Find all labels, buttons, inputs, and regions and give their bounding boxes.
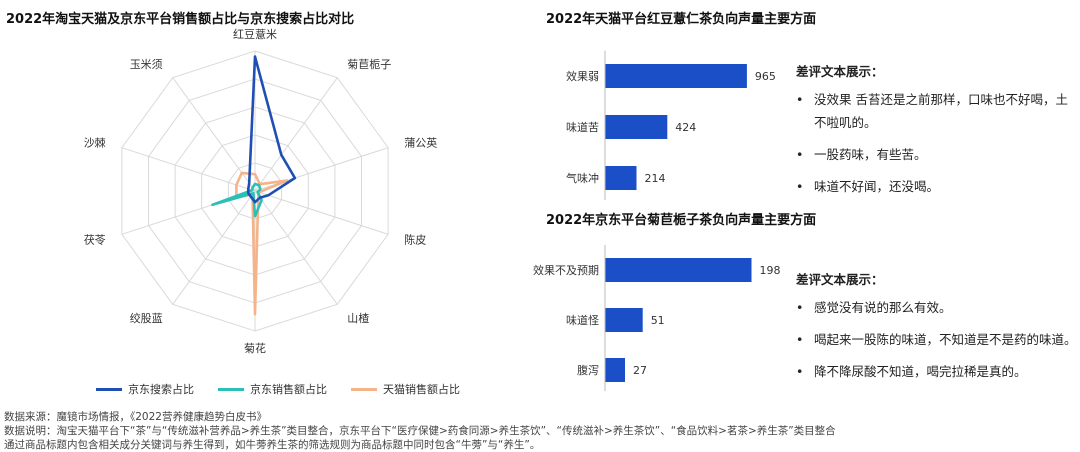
review-text: 没效果 舌苔还是之前那样，口味也不好喝，土不啦叽的。: [814, 91, 1068, 130]
legend-label-jd-search: 京东搜索占比: [128, 383, 194, 396]
radar-chart-title: 2022年淘宝天猫及京东平台销售额占比与京东搜索占比对比: [6, 12, 355, 27]
reviews2-heading: 差评文本展示：: [796, 272, 884, 287]
bar2-chart-title: 2022年京东平台菊苣栀子茶负向声量主要方面: [546, 213, 817, 228]
reviews1-heading: 差评文本展示：: [796, 64, 884, 79]
radar-axis-label: 玉米须: [130, 58, 163, 71]
review-item: 没效果 舌苔还是之前那样，口味也不好喝，土不啦叽的。: [796, 88, 1078, 134]
radar-axis-label: 绞股蓝: [130, 311, 163, 325]
radar-spoke: [172, 190, 256, 305]
radar-axis-label: 红豆薏米: [233, 28, 277, 41]
bar: [605, 115, 668, 139]
bar-category-label: 效果弱: [566, 69, 599, 83]
footer-note-2: 通过商品标题内包含相关成分关键词与养生得到，如牛蒡养生茶的筛选规则为商品标题中同…: [4, 439, 541, 451]
bar-category-label: 效果不及预期: [533, 263, 599, 277]
review-text: 感觉没有说的那么有效。: [814, 299, 952, 315]
radar-axis-label: 蒲公英: [404, 136, 437, 150]
review-item: 感觉没有说的那么有效。: [796, 296, 1078, 319]
radar-spoke: [254, 190, 338, 305]
bar-value-label: 27: [633, 364, 647, 377]
legend-swatch-jd-sales: [218, 387, 244, 391]
radar-legend: 京东搜索占比 京东销售额占比 天猫销售额占比: [96, 381, 460, 397]
radar-axis-label: 菊苣栀子: [347, 57, 391, 71]
review-text: 喝起来一股陈的味道，不知道是不是药的味道。: [814, 331, 1077, 347]
bar: [605, 64, 747, 88]
reviews-panel-2: 差评文本展示： 感觉没有说的那么有效。 喝起来一股陈的味道，不知道是不是药的味道…: [796, 272, 1078, 392]
bar-value-label: 965: [755, 70, 776, 83]
bar: [605, 358, 625, 382]
footer-note: 数据说明：淘宝天猫平台下“茶”与“传统滋补营养品>养生茶”类目整合，京东平台下“…: [4, 425, 836, 437]
review-item: 一股药味，有些苦。: [796, 143, 1078, 166]
review-text: 味道不好闻，还没喝。: [814, 178, 940, 194]
bar-value-label: 198: [760, 264, 781, 277]
review-item: 味道不好闻，还没喝。: [796, 175, 1078, 198]
radar-axis-label: 菊花: [244, 342, 266, 355]
radar-axis-label: 茯苓: [84, 233, 106, 247]
radar-axis-label: 陈皮: [404, 233, 426, 247]
bar-value-label: 51: [651, 314, 665, 327]
legend-item-jd-sales: 京东销售额占比: [218, 381, 327, 397]
bar-category-label: 味道怪: [566, 313, 599, 327]
radar-series-0: [247, 55, 297, 204]
radar-series-1: [211, 182, 263, 218]
bar: [605, 308, 643, 332]
radar-spoke: [254, 190, 389, 235]
review-item: 降不降尿酸不知道，喝完拉稀是真的。: [796, 360, 1078, 383]
bar2-chart: 效果不及预期 198 味道怪 51 腹泻 27: [533, 245, 781, 391]
legend-label-tmall-sales: 天猫销售额占比: [383, 383, 460, 396]
review-text: 降不降尿酸不知道，喝完拉稀是真的。: [814, 363, 1027, 379]
radar-axis-label: 沙棘: [84, 137, 106, 150]
radar-spoke: [254, 77, 338, 192]
legend-swatch-tmall-sales: [351, 387, 377, 391]
bar1-chart-title: 2022年天猫平台红豆薏仁茶负向声量主要方面: [546, 12, 817, 27]
radar-spoke: [121, 147, 256, 192]
bar-category-label: 气味冲: [566, 171, 599, 185]
review-text: 一股药味，有些苦。: [814, 146, 927, 162]
legend-swatch-jd-search: [96, 387, 122, 391]
bar: [605, 166, 637, 190]
reviews-panel-1: 差评文本展示： 没效果 舌苔还是之前那样，口味也不好喝，土不啦叽的。 一股药味，…: [796, 64, 1078, 207]
bar-value-label: 214: [645, 172, 666, 185]
radar-axis-label: 山楂: [347, 311, 369, 325]
bar: [605, 258, 752, 282]
review-item: 喝起来一股陈的味道，不知道是不是药的味道。: [796, 328, 1078, 351]
bar1-chart: 效果弱 965 味道苦 424 气味冲 214: [566, 50, 776, 200]
footer-source: 数据来源：魔镜市场情报，《2022营养健康趋势白皮书》: [4, 411, 267, 423]
legend-item-tmall-sales: 天猫销售额占比: [351, 381, 460, 397]
legend-item-jd-search: 京东搜索占比: [96, 381, 194, 397]
legend-label-jd-sales: 京东销售额占比: [250, 383, 327, 396]
bar-category-label: 腹泻: [577, 363, 599, 377]
bar-value-label: 424: [675, 121, 696, 134]
bar-category-label: 味道苦: [566, 120, 599, 134]
radar-series-2: [235, 171, 289, 316]
